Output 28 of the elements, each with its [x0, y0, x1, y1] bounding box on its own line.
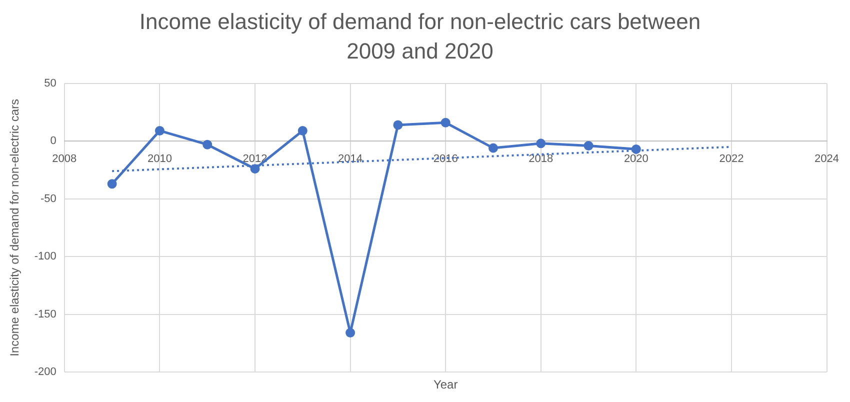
x-tick-label: 2020 — [624, 152, 648, 165]
point — [250, 164, 260, 174]
point — [536, 138, 546, 148]
y-tick-label: -200 — [34, 366, 56, 378]
x-axis-title: Year — [433, 377, 458, 392]
x-tick-label: 2024 — [814, 152, 840, 165]
point — [440, 118, 450, 128]
y-tick-label: 50 — [44, 77, 56, 90]
x-tick-label: 2008 — [52, 152, 77, 165]
y-tick-label: 0 — [50, 135, 56, 148]
point — [631, 144, 641, 154]
y-tick-label: -100 — [34, 250, 56, 263]
x-tick-label: 2010 — [147, 152, 172, 165]
x-tick-label: 2016 — [433, 152, 458, 165]
y-tick-label: -50 — [40, 192, 56, 205]
point — [488, 143, 498, 153]
x-tick-label: 2018 — [528, 152, 554, 165]
point — [202, 140, 212, 150]
x-tick-label: 2022 — [719, 152, 744, 165]
point — [393, 120, 403, 130]
point — [107, 179, 117, 189]
y-axis-title: Income elasticity of demand for non-electric cars — [8, 98, 22, 356]
point — [154, 126, 164, 136]
point — [584, 140, 594, 150]
y-tick-label: -150 — [34, 308, 56, 320]
point — [298, 126, 308, 136]
point — [346, 328, 356, 338]
chart-title: Income elasticity of demand for non-electric cars between 2009 and 2020 — [139, 8, 701, 64]
